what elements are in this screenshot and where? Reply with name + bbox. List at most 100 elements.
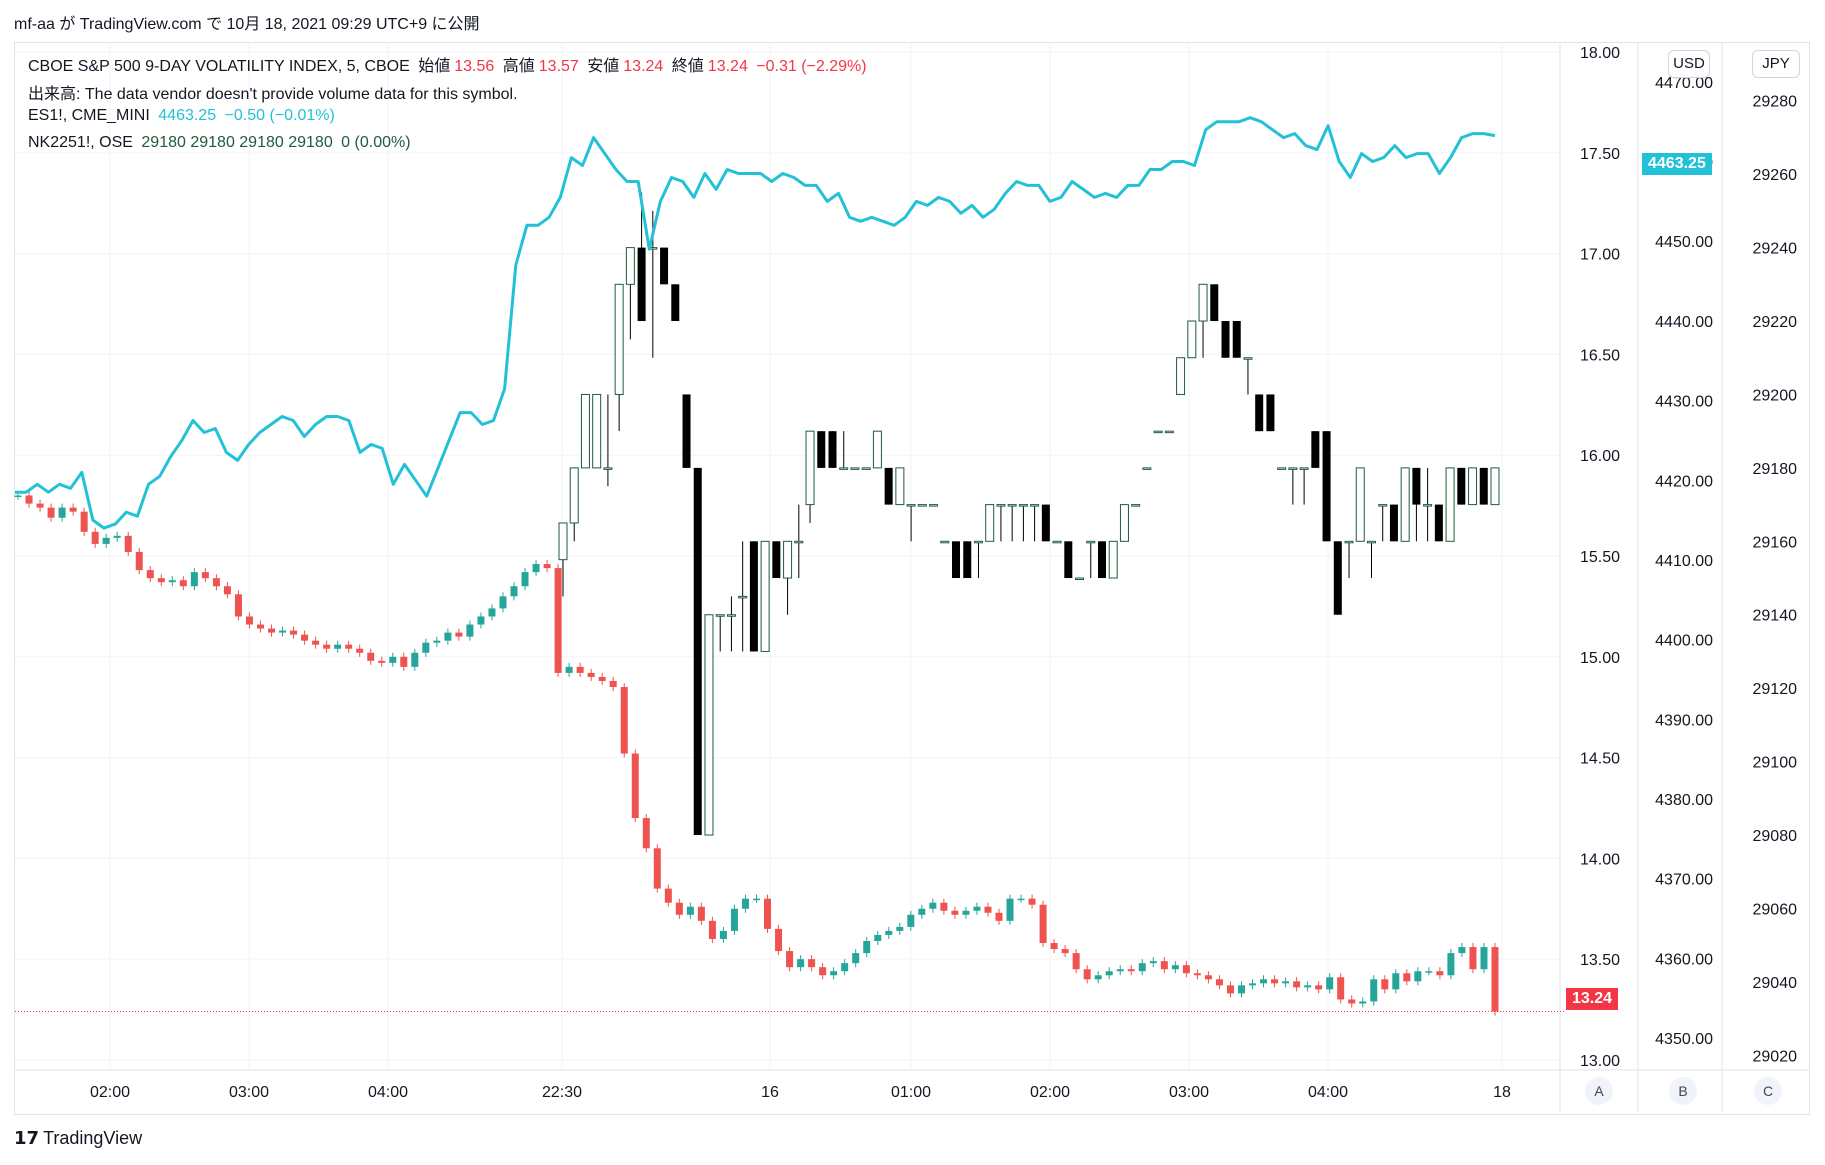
nk-candle [1086, 540, 1096, 544]
nk-axis-label: 29100 [1753, 755, 1798, 772]
nk-candle [1468, 467, 1478, 506]
vix-candle [80, 511, 88, 532]
es-axis-label: 4430.00 [1655, 394, 1713, 411]
vix-candle [1204, 975, 1212, 980]
vix-candle [234, 594, 242, 617]
nk-candle [1030, 504, 1040, 507]
vix-candle [1094, 975, 1102, 980]
vix-candle [25, 495, 33, 504]
tradingview-logo[interactable]: 17 TradingView [14, 1128, 142, 1149]
vix-candle [135, 551, 143, 571]
nk-candle [1333, 541, 1342, 615]
vix-candle [69, 507, 77, 512]
legend-vix[interactable]: CBOE S&P 500 9-DAY VOLATILITY INDEX, 5, … [28, 52, 871, 76]
vix-candle [345, 644, 353, 649]
vix-candle [157, 578, 165, 583]
nk-candle [1322, 431, 1331, 542]
tv-logo-text: TradingView [43, 1128, 143, 1148]
vix-axis-label: 16.50 [1580, 347, 1620, 364]
x-axis-tick-label: 16 [761, 1084, 779, 1101]
nk-candle [625, 247, 635, 285]
vix-candle [1359, 1001, 1367, 1004]
legend-volume: 出来高: The data vendor doesn't provide vol… [28, 86, 518, 103]
publish-header: mf-aa が TradingView.com で 10月 18, 2021 0… [14, 16, 480, 33]
vix-candle [1403, 973, 1411, 982]
nk-candle [783, 540, 793, 579]
vix-candle [102, 537, 110, 544]
nk-candle [985, 504, 995, 542]
nk-axis-label: 29180 [1753, 461, 1798, 478]
jpy-currency-button[interactable]: JPY [1752, 50, 1800, 78]
nk-candle [1412, 467, 1421, 505]
nk-candle [917, 504, 927, 507]
vix-candle [929, 902, 937, 909]
legend-open-label: 始値 [418, 58, 451, 75]
vix-candle [1315, 985, 1323, 990]
vix-candle [1193, 973, 1201, 976]
vix-candle [1458, 947, 1466, 954]
nk-candle [828, 431, 837, 468]
vix-candle [212, 578, 220, 587]
legend-close-label: 終値 [671, 58, 704, 75]
vix-candle [1469, 947, 1477, 970]
legend-high-label: 高値 [502, 58, 535, 75]
vix-candle [47, 507, 55, 518]
nk-candle [884, 467, 893, 505]
nk-candle [839, 467, 849, 470]
x-axis-tick-label: 03:00 [1169, 1084, 1209, 1101]
vix-candle [124, 535, 132, 552]
nk-candle [693, 467, 702, 836]
nk-candle [906, 504, 916, 507]
vix-candle [1260, 979, 1268, 984]
vix-candle [378, 660, 386, 663]
legend-nk[interactable]: NK2251!, OSE 29180 29180 29180 29180 0 (… [28, 134, 415, 152]
vix-candle [576, 666, 584, 673]
chart-frame [14, 42, 1810, 1115]
vix-axis-label: 13.00 [1580, 1053, 1620, 1070]
vix-candle [753, 898, 760, 901]
nk-axis-label: 29060 [1753, 901, 1798, 918]
nk-candle [1445, 467, 1455, 542]
nk-candle [1119, 504, 1129, 542]
es-axis-label: 4440.00 [1655, 314, 1713, 331]
vix-candle [708, 920, 716, 939]
legend-es[interactable]: ES1!, CME_MINI 4463.25 −0.50 (−0.01%) [28, 107, 339, 125]
es-axis-label: 4450.00 [1655, 234, 1713, 251]
axis-c-button[interactable]: C [1754, 1077, 1782, 1105]
nk-candle [749, 541, 758, 652]
vix-candle [1061, 949, 1069, 954]
vix-candle [675, 902, 683, 915]
vix-candle [532, 564, 540, 573]
vix-candle [1171, 965, 1179, 970]
vix-candle [907, 914, 915, 927]
vix-candle [268, 628, 276, 633]
nk-candle [1075, 577, 1085, 581]
nk-candle [637, 247, 646, 322]
vix-candle [1348, 999, 1356, 1004]
nk-axis-label: 29120 [1753, 681, 1798, 698]
nk-candle [1277, 467, 1287, 470]
axis-b-button[interactable]: B [1669, 1077, 1697, 1105]
nk-axis-label: 29240 [1753, 241, 1798, 258]
legend-nk-change: 0 (0.00%) [341, 134, 411, 151]
nk-axis-label: 29200 [1753, 387, 1798, 404]
vix-axis-label: 17.00 [1580, 247, 1620, 264]
nk-candle [671, 284, 680, 322]
axis-a-button[interactable]: A [1585, 1077, 1613, 1105]
vix-candle [653, 848, 661, 889]
vix-candle [885, 930, 893, 935]
legend-es-symbol: ES1!, CME_MINI [28, 107, 150, 124]
vix-candle [477, 616, 485, 625]
nk-candle [952, 541, 961, 579]
x-axis-tick-label: 22:30 [542, 1084, 582, 1101]
vix-axis-label: 15.00 [1580, 650, 1620, 667]
vix-candle [1072, 953, 1080, 970]
vix-candle [741, 898, 749, 909]
usd-currency-button[interactable]: USD [1668, 50, 1710, 78]
vix-axis-label: 18.00 [1580, 45, 1620, 62]
nk-candle [1366, 540, 1376, 544]
nk-candle [1187, 320, 1197, 359]
nk-candle [1108, 540, 1118, 579]
vix-candle [201, 572, 209, 579]
